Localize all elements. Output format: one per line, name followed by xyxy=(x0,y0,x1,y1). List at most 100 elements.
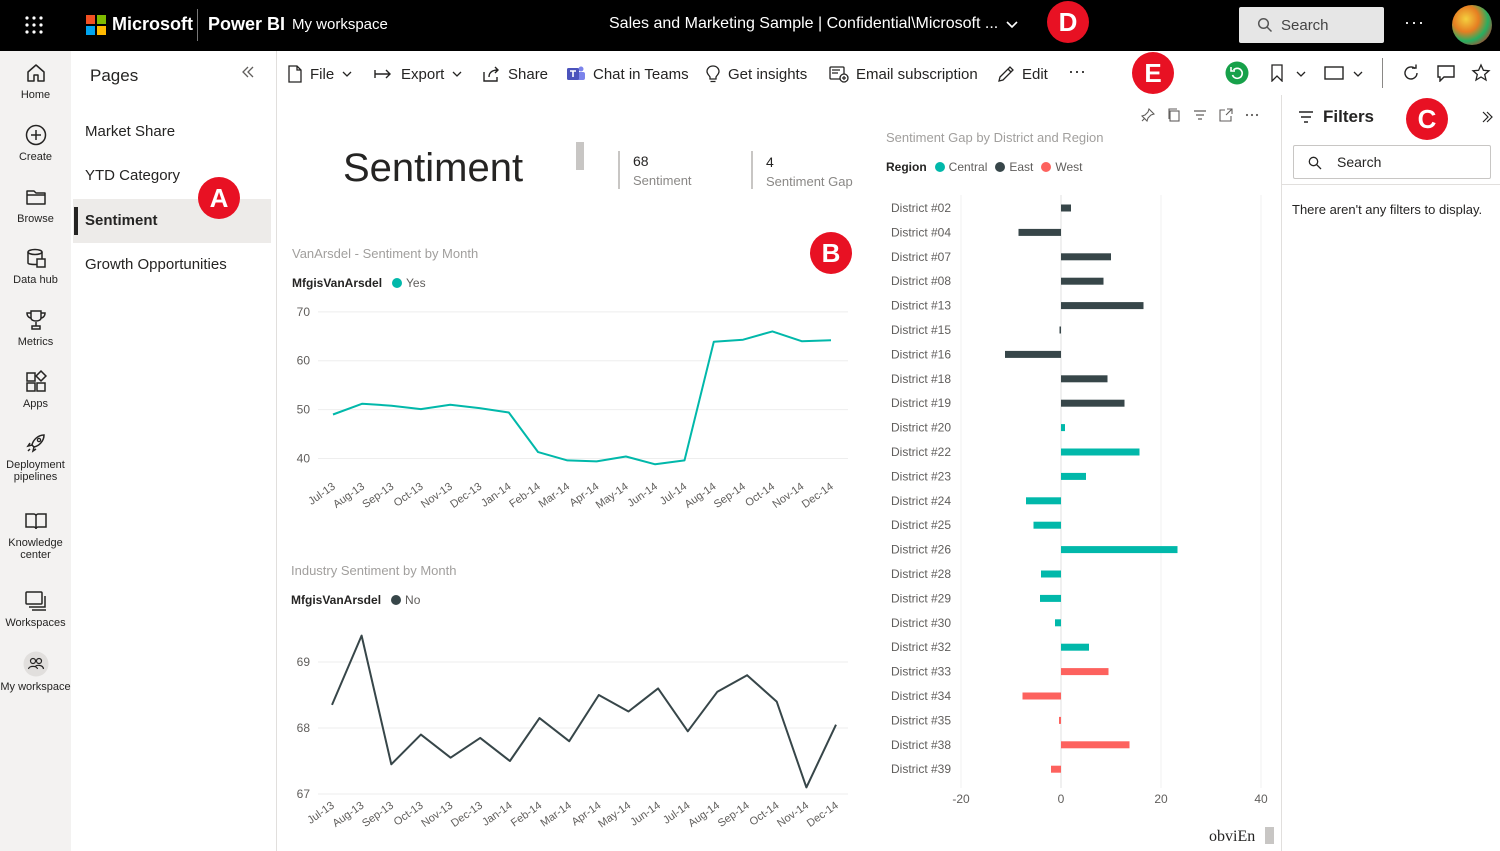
bar[interactable] xyxy=(1059,326,1062,334)
bar[interactable] xyxy=(1061,399,1125,407)
category-label: District #19 xyxy=(891,396,951,410)
bar[interactable] xyxy=(1061,204,1071,212)
report-title[interactable]: Sales and Marketing Sample | Confidentia… xyxy=(609,15,999,32)
bar[interactable] xyxy=(1061,302,1144,310)
chevron-down-icon[interactable] xyxy=(1003,14,1021,34)
bar[interactable] xyxy=(1033,521,1062,529)
legend-item-central[interactable]: Central xyxy=(948,160,988,174)
apps-icon xyxy=(25,370,47,392)
share-button[interactable]: Share xyxy=(483,64,548,84)
nav-browse[interactable]: Browse xyxy=(0,185,71,225)
product-name[interactable]: Power BI xyxy=(208,14,286,34)
nav-label: Create xyxy=(18,151,53,163)
bar[interactable] xyxy=(1061,424,1065,432)
app-launcher-icon[interactable] xyxy=(24,15,44,35)
bar[interactable] xyxy=(1018,228,1062,236)
file-menu[interactable]: File xyxy=(287,64,353,84)
refresh-icon[interactable] xyxy=(1402,64,1420,82)
expand-pane-icon[interactable] xyxy=(1481,110,1493,124)
bar[interactable] xyxy=(1061,643,1089,651)
filter-icon[interactable] xyxy=(1193,108,1207,122)
email-subscription-button[interactable]: Email subscription xyxy=(829,64,978,84)
chevron-down-icon[interactable] xyxy=(1295,68,1307,80)
filters-search-input[interactable]: Search xyxy=(1293,145,1491,179)
page-item-ytd-category[interactable]: YTD Category xyxy=(85,167,181,184)
rocket-icon xyxy=(25,434,45,453)
x-tick-label: Aug-14 xyxy=(683,481,719,511)
nav-my-workspace[interactable]: My workspace xyxy=(0,651,71,693)
category-label: District #08 xyxy=(891,274,951,288)
export-menu[interactable]: Export xyxy=(374,64,463,84)
bar[interactable] xyxy=(1061,741,1130,749)
bar[interactable] xyxy=(1061,448,1140,456)
nav-knowledge-center[interactable]: Knowledge center xyxy=(0,509,71,561)
avatar[interactable] xyxy=(1452,5,1492,45)
nav-data-hub[interactable]: Data hub xyxy=(0,246,71,286)
bar[interactable] xyxy=(1026,497,1061,505)
bar[interactable] xyxy=(1061,253,1111,261)
series-line[interactable] xyxy=(332,330,832,466)
nav-home[interactable]: Home xyxy=(0,61,71,101)
email-label: Email subscription xyxy=(856,65,978,83)
bar[interactable] xyxy=(1061,375,1108,383)
page-item-sentiment[interactable]: Sentiment xyxy=(73,199,271,243)
comment-icon[interactable] xyxy=(1436,64,1456,82)
kpi-divider xyxy=(751,151,753,189)
brand-name[interactable]: Microsoft xyxy=(112,14,193,34)
bar[interactable] xyxy=(1040,594,1061,602)
bar[interactable] xyxy=(1022,692,1062,700)
page-item-market-share[interactable]: Market Share xyxy=(85,123,176,140)
legend-item-yes[interactable]: Yes xyxy=(406,276,426,290)
nav-metrics[interactable]: Metrics xyxy=(0,308,71,348)
chat-in-teams-button[interactable]: Chat in Teams xyxy=(566,64,689,84)
x-tick-label: Sep-13 xyxy=(360,481,396,511)
chevron-down-icon xyxy=(342,71,352,77)
y-tick-label: 50 xyxy=(297,403,311,417)
x-tick-label: Sep-14 xyxy=(712,481,748,511)
kpi-gap-value[interactable]: 4 xyxy=(766,154,774,170)
edit-button[interactable]: Edit xyxy=(997,64,1048,84)
industry-line-chart[interactable]: 676869Jul-13Aug-13Sep-13Oct-13Nov-13Dec-… xyxy=(280,610,855,845)
global-search-input[interactable]: Search xyxy=(1239,7,1384,43)
nav-deployment-pipelines[interactable]: Deployment pipelines xyxy=(0,431,71,483)
workspace-link[interactable]: My workspace xyxy=(292,16,388,33)
view-icon[interactable] xyxy=(1324,66,1344,80)
more-options-icon[interactable]: ··· xyxy=(1404,12,1425,32)
focus-mode-icon[interactable] xyxy=(1219,108,1233,122)
nav-apps[interactable]: Apps xyxy=(0,370,71,410)
bar[interactable] xyxy=(1061,546,1178,554)
district-bar-chart[interactable]: -20 0 20 40 District #02 District #04 District… xyxy=(880,190,1275,810)
bar[interactable] xyxy=(1055,619,1061,627)
more-options-icon[interactable] xyxy=(1245,108,1259,122)
y-tick-label: 70 xyxy=(297,305,311,319)
toolbar-more-icon[interactable]: ··· xyxy=(1068,60,1086,81)
bar[interactable] xyxy=(1059,716,1061,724)
legend-item-no[interactable]: No xyxy=(405,593,421,607)
chevron-down-icon[interactable] xyxy=(1352,68,1364,80)
sentiment-line-chart[interactable]: 40506070Jul-13Aug-13Sep-13Oct-13Nov-13De… xyxy=(280,290,855,530)
file-icon xyxy=(288,65,302,83)
legend-item-west[interactable]: West xyxy=(1055,160,1083,174)
bar[interactable] xyxy=(1061,277,1104,285)
reset-icon[interactable] xyxy=(1225,61,1249,85)
copy-icon[interactable] xyxy=(1167,108,1181,122)
bar[interactable] xyxy=(1041,570,1061,578)
bar[interactable] xyxy=(1051,765,1061,773)
bar[interactable] xyxy=(1061,668,1109,676)
collapse-pane-icon[interactable] xyxy=(241,65,255,79)
legend-item-east[interactable]: East xyxy=(1009,160,1034,174)
page-item-growth-opportunities[interactable]: Growth Opportunities xyxy=(85,256,227,273)
nav-create[interactable]: Create xyxy=(0,123,71,163)
pin-icon[interactable] xyxy=(1141,108,1155,122)
star-icon[interactable] xyxy=(1471,63,1491,83)
get-insights-button[interactable]: Get insights xyxy=(705,64,807,84)
series-line[interactable] xyxy=(331,634,837,789)
bar[interactable] xyxy=(1005,350,1061,358)
kpi-sentiment-value[interactable]: 68 xyxy=(633,153,649,169)
watermark-text: obviEn xyxy=(1209,828,1256,845)
x-tick-label: Aug-13 xyxy=(330,800,366,830)
category-label: District #24 xyxy=(891,494,951,508)
bar[interactable] xyxy=(1061,472,1086,480)
nav-workspaces[interactable]: Workspaces xyxy=(0,589,71,629)
bookmark-icon[interactable] xyxy=(1270,64,1284,82)
